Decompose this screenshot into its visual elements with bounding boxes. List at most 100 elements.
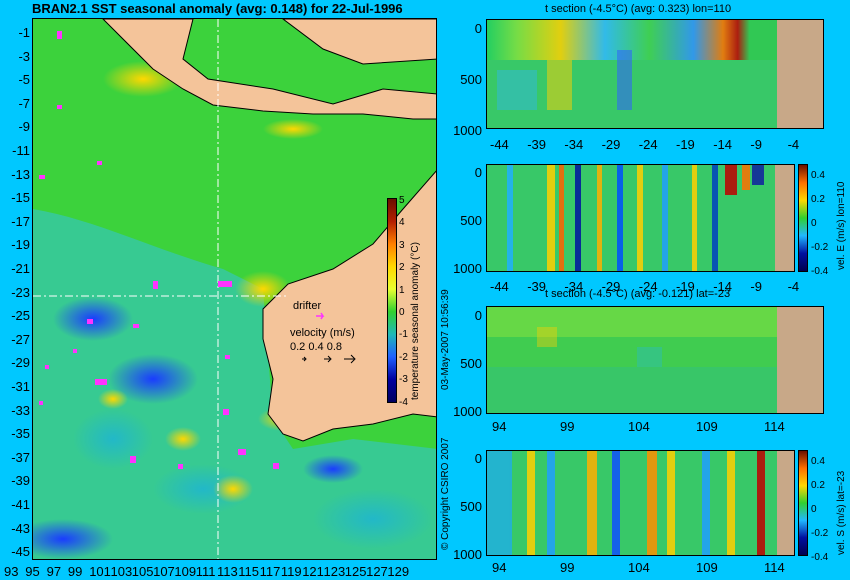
velocity-colorbar-1: [798, 164, 808, 272]
lat-tick-12: -25: [11, 308, 30, 324]
lon-tick-12: 117: [259, 564, 281, 579]
p2-ytick-0: 0: [474, 165, 482, 180]
p3-ytick-1: 500: [460, 356, 482, 371]
southward-velocity-field: [487, 451, 794, 555]
lon-tick-18: 129: [387, 564, 410, 579]
p2-cb-tick-3: -0.2: [811, 242, 829, 253]
p2-xtick-6: -14: [713, 279, 732, 294]
lon-tick-13: 119: [280, 564, 302, 579]
p1-xtick-1: -39: [527, 137, 546, 152]
p1-xtick-3: -29: [601, 137, 621, 152]
p4-cb-tick-3: -0.2: [811, 528, 829, 539]
eastward-velocity-section-lon110: [486, 164, 795, 272]
lon-tick-8: 109: [174, 564, 197, 579]
lon-tick-6: 105: [131, 564, 154, 579]
lat-tick-20: -41: [11, 497, 30, 512]
lon-tick-3: 99: [67, 564, 83, 579]
p2-xtick-3: -29: [601, 279, 621, 294]
p1-ytick-2: 1000: [453, 123, 482, 138]
sst-cb-tick-3: 2: [399, 262, 405, 274]
sst-cb-tick-5: 0: [399, 307, 405, 318]
temp-section-lat-23-field: [487, 307, 823, 413]
p2-xtick-1: -39: [527, 279, 546, 294]
p1-xtick-0: -44: [490, 137, 509, 152]
p4-xtick-1: 99: [560, 560, 575, 575]
lat-tick-1: -3: [18, 48, 30, 64]
p1-xtick-8: -4: [787, 137, 800, 152]
p2-ytick-1: 500: [460, 213, 482, 228]
lat-tick-3: -7: [18, 95, 30, 111]
lat-tick-21: -43: [11, 520, 30, 536]
eastward-velocity-field: [487, 165, 794, 271]
p4-ytick-1: 500: [460, 499, 482, 514]
lon-tick-16: 125: [344, 564, 367, 579]
temp-section-lon110: [486, 19, 824, 129]
p3-xtick-3: 109: [696, 419, 718, 434]
sst-colorbar-label: temperature seasonal anomaly (°C): [410, 242, 421, 400]
p4-ytick-0: 0: [474, 451, 482, 466]
lat-tick-2: -5: [18, 72, 30, 88]
sst-cb-tick-8: -3: [399, 374, 408, 386]
velocity-scale-arrows: [302, 354, 356, 364]
p3-xtick-2: 104: [628, 419, 650, 434]
lat-tick-22: -45: [11, 544, 30, 560]
p2-xtick-0: -44: [490, 279, 509, 294]
p3-ytick-2: 1000: [453, 404, 482, 419]
lon-tick-7: 107: [153, 564, 175, 579]
lat-tick-19: -39: [11, 473, 30, 489]
sst-map-canvas: [33, 19, 436, 559]
p2-cb-tick-2: 0: [811, 218, 817, 229]
lat-tick-14: -29: [11, 355, 30, 371]
p4-cb-tick-2: 0: [811, 504, 817, 515]
figure-title: BRAN2.1 SST seasonal anomaly (avg: 0.148…: [32, 1, 403, 16]
velocity-legend-label: velocity (m/s): [290, 327, 355, 339]
sst-cb-tick-1: 4: [399, 217, 405, 229]
borneo-landmass: [282, 19, 436, 65]
lat-tick-8: -17: [11, 213, 30, 229]
southward-velocity-section-lat-23: [486, 450, 795, 556]
p2-cb-tick-1: 0.2: [811, 194, 825, 205]
temp-section-lat-23: [486, 306, 824, 414]
p4-xtick-4: 114: [764, 560, 785, 575]
sst-map: [32, 18, 437, 560]
p1-ytick-1: 500: [460, 72, 482, 87]
panel2-colorbar-label: vel. E (m/s) lon=110: [836, 181, 847, 270]
lon-tick-5: 103: [110, 564, 133, 579]
lat-tick-4: -9: [18, 119, 30, 135]
temp-section-lon110-field: [487, 20, 823, 128]
lat-tick-5: -11: [12, 143, 30, 158]
p1-xtick-7: -9: [750, 137, 762, 152]
p1-xtick-5: -19: [676, 137, 695, 152]
p2-xtick-2: -34: [564, 279, 584, 294]
sst-colorbar: [387, 198, 397, 403]
lon-tick-10: 113: [217, 564, 238, 579]
p2-xtick-8: -4: [787, 279, 800, 294]
lat-tick-13: -27: [11, 331, 30, 347]
velocity-legend-values: 0.2 0.4 0.8: [290, 341, 342, 353]
p3-xtick-1: 99: [560, 419, 575, 434]
lat-tick-18: -37: [11, 449, 30, 465]
sst-cb-tick-4: 1: [399, 284, 405, 296]
sst-cb-tick-7: -2: [399, 351, 408, 363]
p1-xtick-2: -34: [564, 137, 584, 152]
lon-tick-15: 123: [323, 564, 346, 579]
sst-cb-tick-6: -1: [399, 329, 408, 341]
p2-xtick-5: -19: [676, 279, 695, 294]
p4-xtick-2: 104: [628, 560, 650, 575]
panel4-colorbar-label: vel. S (m/s) lat=-23: [836, 470, 847, 555]
sst-cb-tick-2: 3: [399, 239, 405, 251]
lon-tick-14: 121: [302, 564, 324, 579]
p4-xtick-3: 109: [696, 560, 718, 575]
p2-xtick-4: -24: [638, 279, 658, 294]
lat-tick-9: -19: [11, 237, 30, 253]
drifter-legend-label: drifter: [293, 300, 322, 312]
p4-cb-tick-0: 0.4: [811, 456, 825, 467]
lat-tick-16: -33: [11, 402, 30, 418]
lon-tick-0: 93: [4, 564, 19, 579]
p3-ytick-0: 0: [474, 308, 482, 323]
p2-xtick-7: -9: [750, 279, 762, 294]
lat-tick-11: -23: [11, 284, 30, 300]
p4-ytick-2: 1000: [453, 547, 482, 562]
p1-ytick-0: 0: [474, 21, 482, 36]
p2-ytick-2: 1000: [453, 261, 482, 276]
